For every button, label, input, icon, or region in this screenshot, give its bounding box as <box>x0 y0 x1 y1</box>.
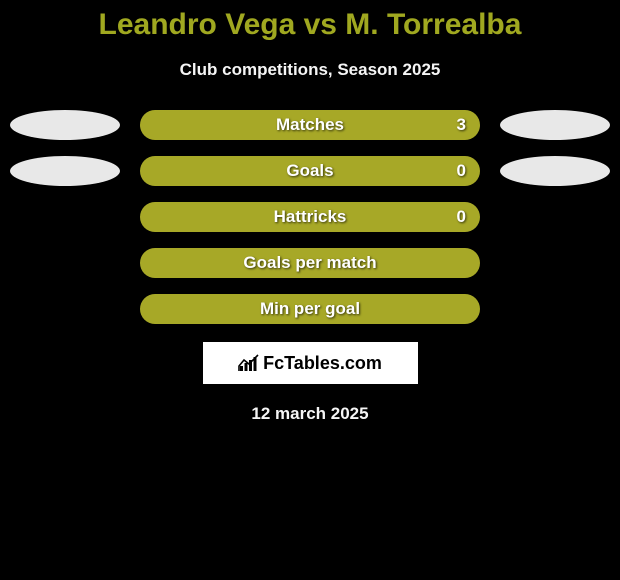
stat-bar: Goals per match <box>140 248 480 278</box>
page-subtitle: Club competitions, Season 2025 <box>180 60 441 80</box>
chart-icon <box>238 354 260 372</box>
page-title: Leandro Vega vs M. Torrealba <box>99 8 522 42</box>
stat-bar: Hattricks 0 <box>140 202 480 232</box>
stat-row: Goals per match <box>0 248 620 278</box>
stat-row: Goals 0 <box>0 156 620 186</box>
logo-box: FcTables.com <box>203 342 418 384</box>
logo-text: FcTables.com <box>263 353 382 374</box>
stat-label: Matches <box>276 115 344 135</box>
left-ellipse <box>10 110 120 140</box>
comparison-panel: Leandro Vega vs M. Torrealba Club compet… <box>0 0 620 424</box>
stat-value: 0 <box>457 161 466 181</box>
stat-row: Hattricks 0 <box>0 202 620 232</box>
stat-bar: Min per goal <box>140 294 480 324</box>
stat-row: Min per goal <box>0 294 620 324</box>
right-spacer <box>500 202 610 232</box>
stat-value: 3 <box>457 115 466 135</box>
stat-row: Matches 3 <box>0 110 620 140</box>
stat-bar: Goals 0 <box>140 156 480 186</box>
stat-bar: Matches 3 <box>140 110 480 140</box>
left-spacer <box>10 248 120 278</box>
left-ellipse <box>10 156 120 186</box>
stat-value: 0 <box>457 207 466 227</box>
left-spacer <box>10 202 120 232</box>
date-label: 12 march 2025 <box>251 404 368 424</box>
stat-label: Hattricks <box>274 207 347 227</box>
right-spacer <box>500 248 610 278</box>
right-spacer <box>500 294 610 324</box>
stat-label: Goals per match <box>243 253 376 273</box>
left-spacer <box>10 294 120 324</box>
right-ellipse <box>500 110 610 140</box>
stat-label: Min per goal <box>260 299 360 319</box>
stat-label: Goals <box>286 161 333 181</box>
right-ellipse <box>500 156 610 186</box>
stats-rows: Matches 3 Goals 0 Hattricks 0 Goals per match M… <box>0 110 620 324</box>
